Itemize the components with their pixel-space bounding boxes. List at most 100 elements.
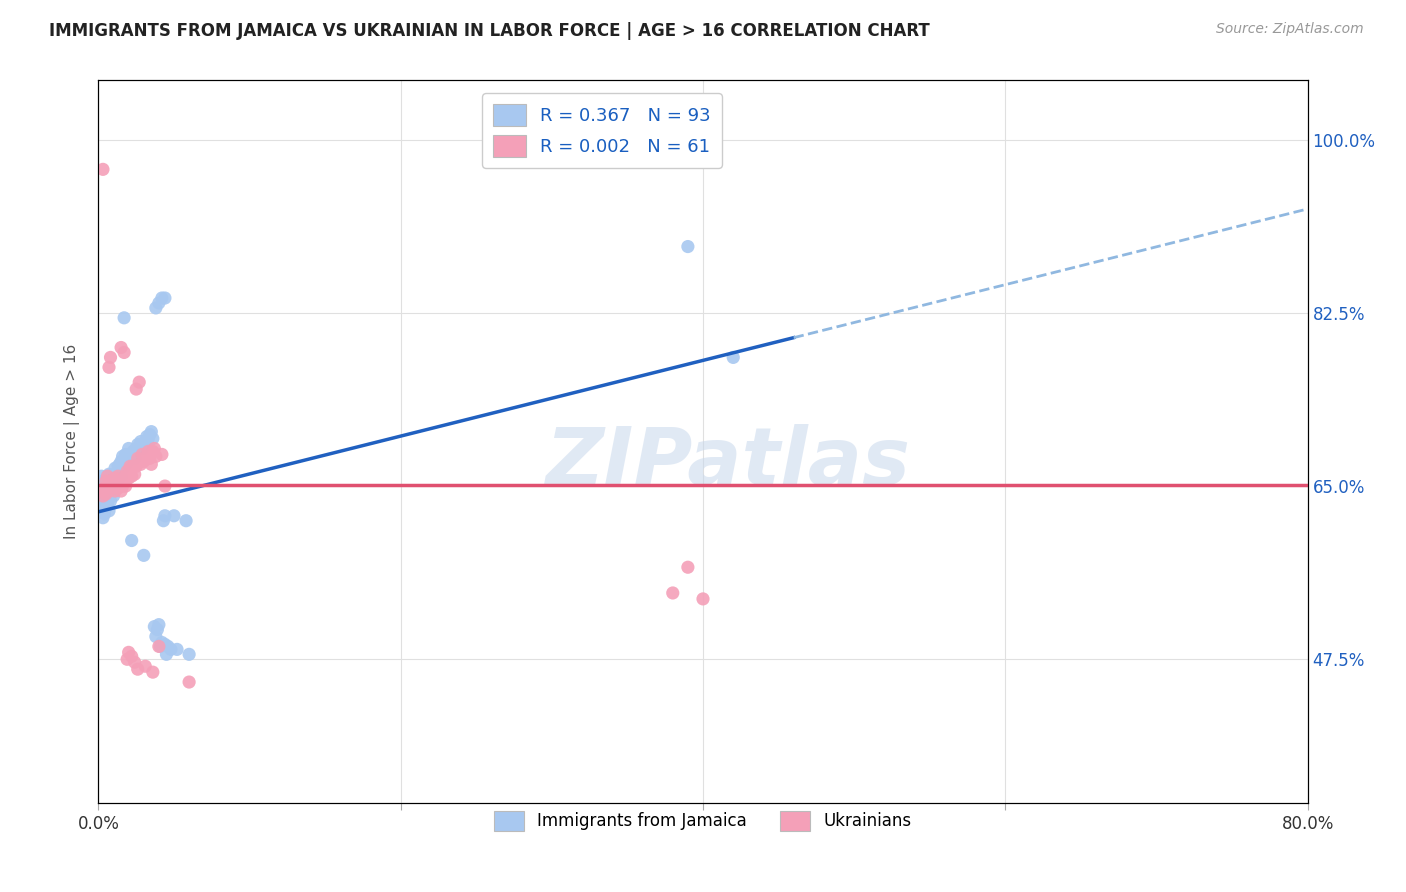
- Point: [96, 469, 118, 483]
- Point: [104, 471, 127, 485]
- Point: [166, 642, 188, 657]
- Point: [94, 474, 117, 488]
- Point: [122, 459, 145, 474]
- Point: [90, 494, 112, 508]
- Point: [101, 469, 124, 483]
- Point: [91, 491, 114, 505]
- Point: [90, 485, 112, 500]
- Point: [91, 481, 114, 495]
- Point: [122, 444, 145, 458]
- Point: [135, 450, 157, 464]
- Point: [105, 477, 128, 491]
- Point: [142, 444, 165, 458]
- Point: [103, 474, 125, 488]
- Point: [108, 458, 131, 472]
- Point: [143, 442, 166, 456]
- Point: [111, 479, 134, 493]
- Point: [124, 467, 146, 482]
- Point: [132, 549, 155, 563]
- Point: [676, 239, 699, 253]
- Point: [112, 310, 135, 325]
- Text: IMMIGRANTS FROM JAMAICA VS UKRAINIAN IN LABOR FORCE | AGE > 16 CORRELATION CHART: IMMIGRANTS FROM JAMAICA VS UKRAINIAN IN …: [49, 22, 929, 40]
- Point: [121, 533, 143, 548]
- Point: [160, 642, 183, 657]
- Point: [179, 675, 201, 690]
- Point: [103, 479, 125, 493]
- Point: [124, 451, 146, 466]
- Point: [155, 648, 177, 662]
- Point: [131, 442, 153, 456]
- Point: [143, 619, 166, 633]
- Point: [149, 640, 172, 654]
- Point: [105, 467, 128, 482]
- Point: [111, 450, 134, 464]
- Point: [139, 451, 162, 466]
- Point: [108, 464, 131, 478]
- Point: [100, 474, 122, 488]
- Point: [661, 586, 683, 600]
- Point: [121, 469, 143, 483]
- Point: [150, 291, 173, 305]
- Point: [91, 510, 114, 524]
- Point: [114, 479, 136, 493]
- Point: [723, 351, 745, 365]
- Point: [100, 351, 122, 365]
- Point: [121, 447, 143, 461]
- Point: [179, 648, 201, 662]
- Point: [136, 444, 159, 458]
- Point: [132, 454, 155, 468]
- Point: [129, 434, 152, 449]
- Point: [96, 481, 118, 495]
- Point: [107, 469, 129, 483]
- Point: [120, 459, 142, 474]
- Point: [96, 497, 118, 511]
- Point: [145, 301, 167, 315]
- Point: [150, 635, 173, 649]
- Point: [115, 464, 138, 478]
- Point: [93, 497, 115, 511]
- Point: [124, 655, 146, 669]
- Point: [101, 481, 124, 495]
- Point: [134, 434, 156, 449]
- Point: [98, 479, 121, 493]
- Point: [98, 504, 121, 518]
- Point: [148, 617, 170, 632]
- Point: [114, 447, 136, 461]
- Point: [107, 459, 129, 474]
- Point: [107, 471, 129, 485]
- Point: [100, 474, 122, 488]
- Point: [91, 504, 114, 518]
- Point: [120, 450, 142, 464]
- Point: [110, 454, 132, 468]
- Point: [174, 514, 197, 528]
- Point: [100, 481, 122, 495]
- Point: [91, 162, 114, 177]
- Point: [125, 382, 148, 396]
- Point: [91, 489, 114, 503]
- Text: Source: ZipAtlas.com: Source: ZipAtlas.com: [1216, 22, 1364, 37]
- Point: [128, 440, 150, 454]
- Point: [127, 662, 149, 676]
- Point: [98, 360, 121, 375]
- Point: [93, 487, 115, 501]
- Point: [103, 489, 125, 503]
- Point: [146, 623, 169, 637]
- Point: [93, 507, 115, 521]
- Point: [108, 474, 131, 488]
- Point: [118, 645, 141, 659]
- Point: [98, 491, 121, 505]
- Point: [100, 494, 122, 508]
- Point: [118, 451, 141, 466]
- Point: [136, 432, 159, 446]
- Point: [125, 459, 148, 474]
- Legend: Immigrants from Jamaica, Ukrainians: Immigrants from Jamaica, Ukrainians: [488, 805, 918, 838]
- Point: [94, 483, 117, 498]
- Point: [163, 508, 186, 523]
- Point: [139, 427, 162, 442]
- Text: ZIPatlas: ZIPatlas: [544, 425, 910, 502]
- Point: [145, 450, 167, 464]
- Point: [114, 469, 136, 483]
- Point: [129, 458, 152, 472]
- Point: [90, 477, 112, 491]
- Point: [107, 481, 129, 495]
